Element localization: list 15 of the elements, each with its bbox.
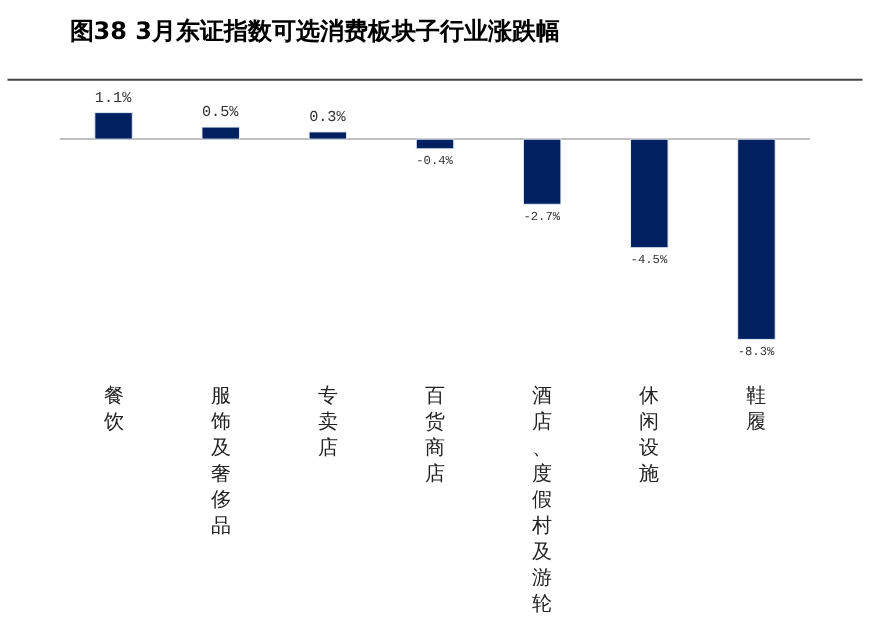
bar [415, 138, 455, 150]
bar [522, 138, 562, 205]
x-tick-label: 休闲设施 [639, 386, 660, 486]
x-tick-label: 百货商店 [425, 386, 445, 486]
x-tick-label: 餐饮 [101, 384, 124, 434]
bar [737, 138, 776, 340]
x-tick-label: 鞋履 [746, 384, 767, 434]
bar [201, 126, 240, 140]
chart-title: 图38 3月东证指数可选消费板块子行业涨跌幅 [69, 17, 561, 46]
bar [94, 112, 133, 140]
category-label: 酒店、度假村及游轮 [532, 386, 553, 616]
bar [630, 138, 669, 249]
x-tick-label: 服饰及奢侈品 [208, 386, 231, 538]
x-tick-label: 专卖店 [317, 384, 338, 460]
bar [308, 131, 348, 140]
